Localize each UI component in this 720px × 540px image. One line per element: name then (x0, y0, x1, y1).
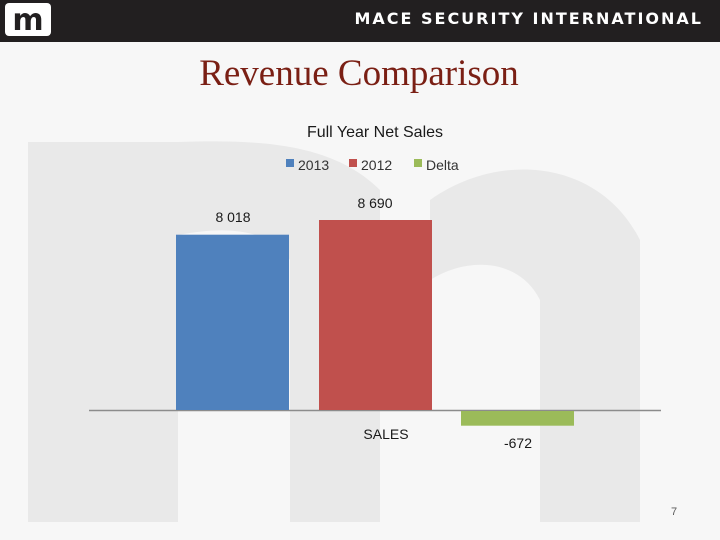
chart-title: Full Year Net Sales (307, 124, 443, 141)
slide-title: Revenue Comparison (0, 52, 720, 95)
category-label: SALES (363, 426, 408, 442)
legend-label-delta: Delta (426, 157, 459, 173)
header-bar: m MACE SECURITY INTERNATIONAL (0, 0, 720, 42)
page-number: 7 (670, 506, 678, 518)
bar-delta (461, 411, 574, 426)
slide-title-text: Revenue Comparison (199, 53, 519, 94)
legend-swatch-2012 (349, 159, 357, 167)
data-label-2012: 8 690 (357, 195, 392, 211)
bar-2013 (176, 234, 289, 410)
m-logo-icon: m (12, 3, 43, 36)
legend-swatch-2013 (286, 159, 294, 167)
data-label-delta: -672 (504, 435, 532, 451)
data-label-2013: 8 018 (215, 209, 250, 225)
legend-label-2013: 2013 (298, 157, 329, 173)
legend-label-2012: 2012 (361, 157, 392, 173)
company-logo: m (5, 3, 51, 36)
legend-swatch-delta (414, 159, 422, 167)
company-name: MACE SECURITY INTERNATIONAL (354, 9, 703, 28)
logo-letter: m (12, 3, 43, 36)
bar-2012 (319, 220, 432, 410)
